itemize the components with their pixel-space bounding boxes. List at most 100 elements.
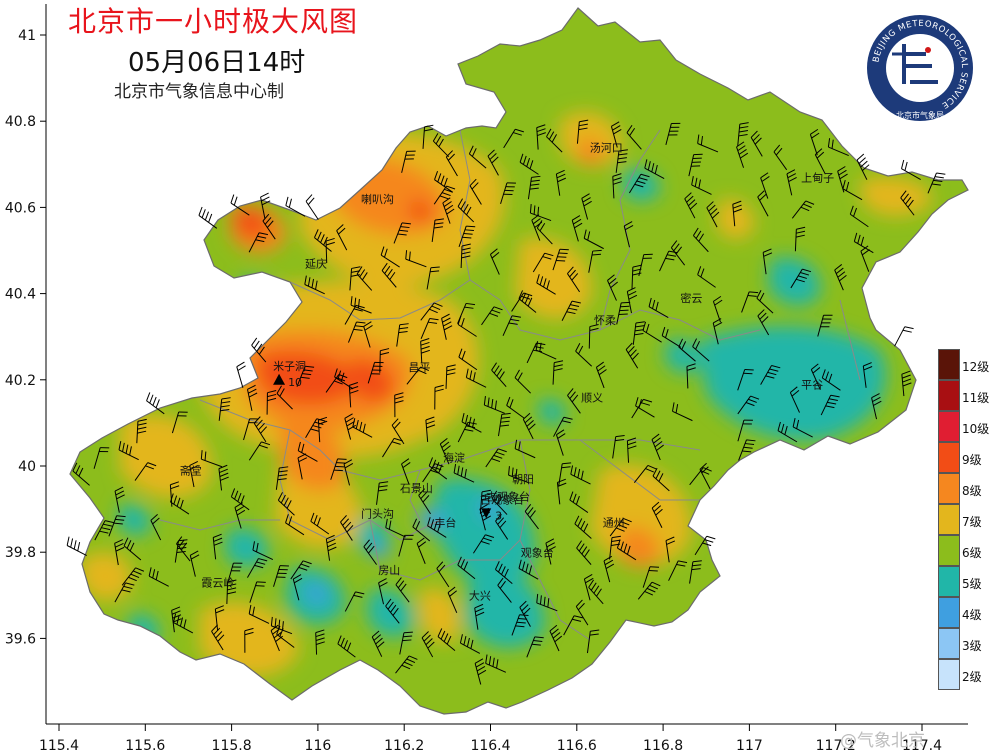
x-tick-label: 116.8	[643, 738, 683, 754]
x-tick-label: 117.2	[816, 738, 856, 754]
wind-barb-icon	[262, 213, 276, 240]
wind-barb-icon	[491, 490, 508, 515]
wind-barb-icon	[809, 128, 820, 156]
wind-barb-icon	[514, 369, 532, 394]
wind-barb-icon	[616, 539, 637, 561]
wind-barb-icon	[401, 458, 411, 485]
wind-barb-icon	[678, 338, 696, 362]
wind-barb-icon	[644, 159, 665, 180]
wind-barb-icon	[737, 368, 754, 391]
place-label: 观象台	[521, 546, 554, 560]
legend-swatch	[938, 535, 960, 566]
y-axis-ticks: 41 40.8 40.6 40.4 40.2 40 39.8 39.6	[5, 28, 46, 647]
legend-item: 12级	[938, 349, 994, 380]
wind-barb-icon	[243, 418, 259, 441]
wind-barb-icon	[385, 598, 400, 624]
place-label: 门头沟	[361, 507, 394, 521]
legend-item: 11级	[938, 380, 994, 411]
wind-barb-icon	[588, 323, 599, 349]
wind-barb-icon	[576, 119, 589, 144]
wind-barb-icon	[189, 460, 199, 488]
x-tick-label: 117.4	[902, 738, 942, 754]
wind-barb-icon	[136, 418, 147, 444]
wind-barb-icon	[230, 194, 250, 216]
wind-barb-icon	[226, 562, 243, 585]
wind-barb-icon	[526, 636, 544, 658]
wind-barb-icon	[325, 534, 337, 561]
wind-barb-icon	[214, 605, 225, 631]
wind-barb-icon	[469, 178, 482, 205]
wind-barb-icon	[441, 313, 453, 340]
wind-barb-icon	[330, 458, 347, 480]
wind-barb-icon	[457, 198, 475, 223]
wind-barb-icon	[420, 302, 443, 321]
x-tick-label: 116	[305, 738, 332, 754]
wind-barb-icon	[773, 144, 788, 171]
wind-barb-icon	[146, 392, 165, 415]
wind-barb-icon	[252, 541, 274, 560]
wind-barb-icon	[894, 326, 914, 347]
wind-barb-icon	[405, 250, 427, 268]
y-tick-label: 40.8	[5, 114, 36, 130]
legend-item: 2级	[938, 659, 994, 690]
wind-barb-icon	[380, 246, 400, 268]
y-tick-label: 40.2	[5, 373, 36, 389]
wind-barb-icon	[697, 266, 716, 288]
wind-barb-icon	[623, 221, 634, 248]
wind-barb-icon	[401, 150, 416, 173]
place-label: 上甸子	[801, 172, 834, 185]
wind-barb-icon	[200, 450, 223, 468]
wind-barb-icon	[563, 615, 583, 636]
y-tick-label: 40.6	[5, 200, 36, 216]
wind-barb-icon	[474, 603, 485, 630]
wind-barb-icon	[546, 128, 563, 153]
wind-barb-icon	[581, 193, 592, 220]
wind-barb-icon	[457, 315, 477, 337]
wind-barb-icon	[344, 304, 365, 325]
wind-barb-icon	[522, 412, 536, 440]
wind-barb-icon	[519, 600, 531, 627]
wind-barb-icon	[750, 130, 763, 157]
legend-label: 5级	[962, 577, 982, 591]
wind-barb-icon	[607, 274, 619, 301]
wind-barb-icon	[786, 169, 797, 196]
wind-barb-icon	[609, 517, 632, 537]
wind-barb-icon	[314, 229, 332, 252]
wind-barb-icon	[612, 173, 622, 199]
wind-barb-icon	[334, 368, 354, 390]
wind-barb-icon	[468, 145, 487, 169]
wind-barb-icon	[72, 462, 90, 486]
wind-barb-icon	[927, 172, 946, 194]
wind-barb-icon	[487, 149, 499, 176]
wind-barb-icon	[901, 159, 921, 180]
legend-label: 6级	[962, 546, 982, 560]
wind-barb-icon	[506, 396, 525, 419]
wind-barb-icon	[483, 396, 505, 414]
wind-barb-icon	[379, 348, 390, 373]
wind-barb-icon	[422, 124, 434, 149]
y-tick-label: 41	[18, 28, 36, 44]
wind-barb-icon	[637, 581, 661, 600]
wind-barb-icon	[198, 206, 218, 229]
wind-barb-icon	[497, 577, 512, 603]
wind-barb-icon	[432, 133, 450, 158]
wind-barb-icon	[732, 200, 743, 227]
wind-barb-icon	[610, 121, 622, 148]
x-tick-label: 116.2	[384, 738, 424, 754]
wind-barb-icon	[503, 128, 525, 149]
wind-barb-icon	[114, 582, 135, 603]
wind-barb-icon	[344, 591, 365, 612]
place-label: 古观象台	[486, 489, 530, 503]
wind-barb-icon	[461, 413, 482, 433]
wind-barb-icon	[148, 567, 169, 587]
wind-barb-icon	[661, 326, 682, 348]
wind-barb-icon	[108, 515, 126, 537]
wind-barb-icon	[737, 395, 760, 415]
wind-barb-icon	[121, 567, 145, 586]
wind-barb-icon	[347, 321, 366, 343]
wind-barb-icon	[398, 534, 414, 557]
station-value: 3	[495, 509, 502, 522]
place-label: 平谷	[801, 378, 823, 391]
wind-barb-icon	[399, 631, 413, 655]
